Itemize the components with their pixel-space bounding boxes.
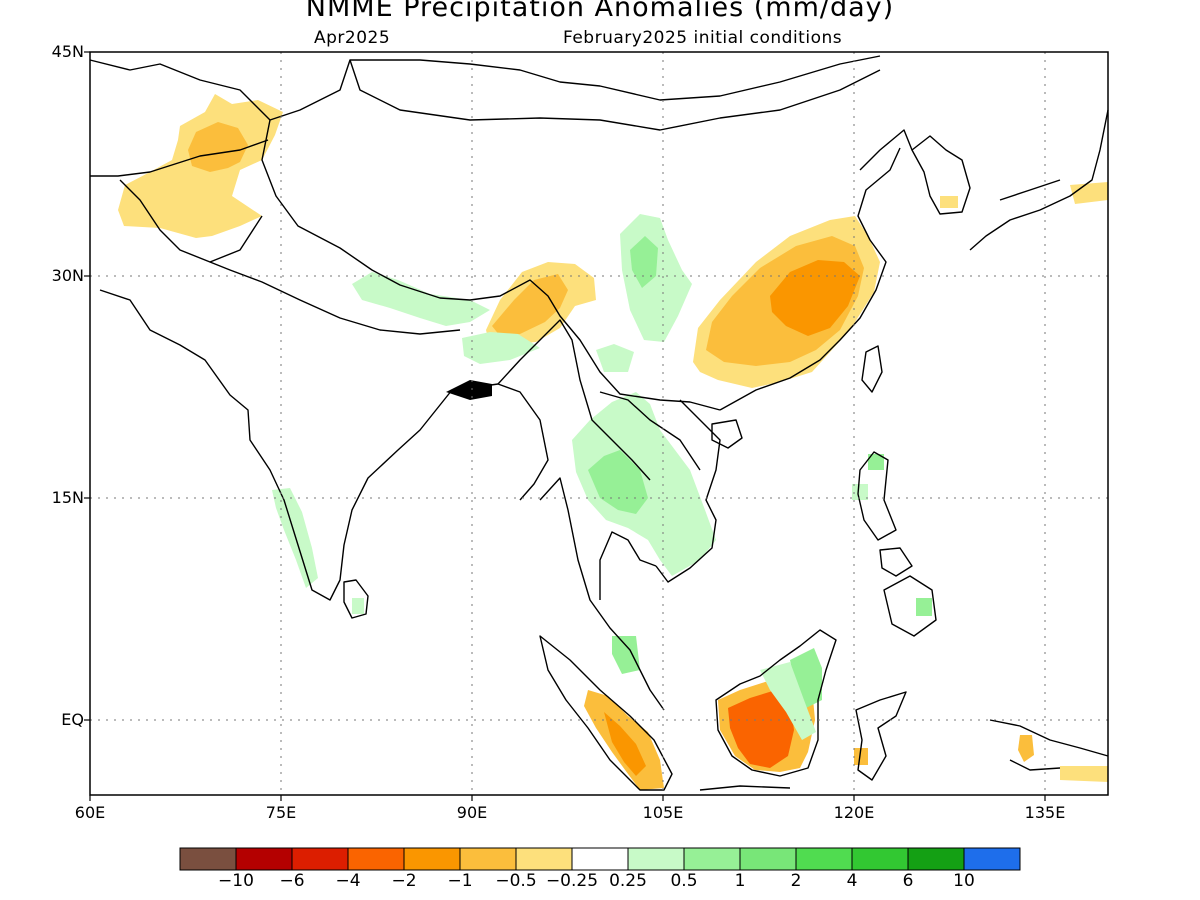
anomaly-sulawesi-spot <box>854 748 868 765</box>
colorbar <box>179 847 1021 871</box>
korea-china-border <box>859 129 913 171</box>
anomaly-mindanao <box>916 598 932 616</box>
colorbar-label: −6 <box>279 871 305 891</box>
colorbar-label: −4 <box>335 871 361 891</box>
forecast-month: Apr2025 <box>314 28 391 48</box>
map-frame <box>89 51 1109 796</box>
myanmar-border <box>497 319 651 481</box>
x-label-105e: 105E <box>642 803 684 822</box>
colorbar-label: 4 <box>846 871 858 891</box>
anomaly-sichuan <box>620 214 692 342</box>
anomaly-newguinea-spot <box>1018 735 1034 762</box>
colorbar-label: 0.25 <box>609 871 647 891</box>
colorbar-swatch <box>627 847 685 871</box>
tibet-india-border <box>209 261 461 335</box>
sulawesi <box>855 691 907 781</box>
anomaly-western-ghats <box>272 488 318 588</box>
indochina-coast <box>539 477 665 711</box>
visayas <box>879 547 913 577</box>
bangladesh-delta <box>446 380 492 400</box>
colorbar-swatch <box>963 847 1021 871</box>
mindanao <box>883 575 937 637</box>
colorbar-swatch <box>459 847 517 871</box>
vietnam-coast <box>655 399 721 583</box>
afghan-border <box>90 139 269 177</box>
colorbar-label: 6 <box>902 871 914 891</box>
anomaly-malaya <box>612 636 640 674</box>
initial-conditions: February2025 initial conditions <box>563 28 843 48</box>
anomaly-china-core <box>770 260 860 336</box>
colorbar-label: 0.5 <box>670 871 698 891</box>
colorbar-swatch <box>571 847 629 871</box>
korea <box>911 135 971 215</box>
anomaly-korea-spot <box>940 196 958 208</box>
colorbar-label: −0.25 <box>545 871 599 891</box>
anomaly-tibet-core <box>492 274 568 336</box>
anomaly-assam <box>462 332 540 364</box>
x-label-120e: 120E <box>833 803 875 822</box>
anomaly-luzon-south <box>852 484 868 500</box>
colorbar-label: −2 <box>391 871 417 891</box>
colorbar-swatch <box>795 847 853 871</box>
laos-border <box>599 391 701 471</box>
anomaly-borneo-core <box>728 690 794 768</box>
anomaly-tajikistan-core <box>188 122 248 172</box>
anomaly-sumatra-core <box>604 712 646 776</box>
colorbar-swatch <box>347 847 405 871</box>
colorbar-swatch <box>907 847 965 871</box>
anomaly-fields <box>118 94 1108 790</box>
sumatra <box>539 635 673 791</box>
x-label-90e: 90E <box>456 803 488 822</box>
hainan <box>711 419 743 449</box>
china-coast <box>719 147 901 411</box>
colorbar-swatch <box>235 847 293 871</box>
anomaly-yunnan-spot <box>596 344 634 372</box>
north-borders <box>89 55 881 121</box>
colorbar-swatch <box>739 847 797 871</box>
anomaly-arafura-spot <box>1060 766 1108 782</box>
colorbar-swatch <box>683 847 741 871</box>
colorbar-label: −0.5 <box>495 871 537 891</box>
china-west-border <box>261 119 721 411</box>
y-label-eq: EQ <box>61 710 84 729</box>
new-guinea <box>989 719 1109 771</box>
x-label-75e: 75E <box>265 803 297 822</box>
x-label-135e: 135E <box>1024 803 1066 822</box>
gulf-thailand <box>599 531 657 600</box>
luzon <box>857 451 897 541</box>
borneo <box>715 629 837 777</box>
x-label-60e: 60E <box>74 803 106 822</box>
colorbar-swatch <box>179 847 237 871</box>
y-label-45n: 45N <box>51 42 84 61</box>
anomaly-himalaya <box>352 272 490 326</box>
colorbar-label: −10 <box>218 871 254 891</box>
axis-ticks <box>84 51 1046 801</box>
colorbar-swatch <box>291 847 349 871</box>
colorbar-label: −1 <box>447 871 473 891</box>
japan <box>969 109 1109 251</box>
colorbar-swatch <box>515 847 573 871</box>
y-label-15n: 15N <box>51 488 84 507</box>
anomaly-srilanka <box>352 598 364 614</box>
colorbar-swatch <box>403 847 461 871</box>
y-label-30n: 30N <box>51 266 84 285</box>
india-coast <box>99 289 549 601</box>
anomaly-luzon <box>868 454 884 470</box>
colorbar-label: 1 <box>734 871 746 891</box>
coastlines <box>89 55 1109 791</box>
colorbar-swatch <box>851 847 909 871</box>
colorbar-label: 10 <box>953 871 975 891</box>
anomaly-japan-spot <box>1070 182 1108 204</box>
gridlines <box>90 52 1108 795</box>
mongolia-border <box>349 59 881 131</box>
colorbar-label: 2 <box>790 871 802 891</box>
taiwan <box>861 345 883 393</box>
pakistan-border <box>119 179 263 263</box>
anomaly-sichuan-core <box>630 236 658 288</box>
java <box>699 785 791 791</box>
chart-title: NMME Precipitation Anomalies (mm/day) <box>305 0 895 23</box>
sri-lanka <box>343 579 369 619</box>
